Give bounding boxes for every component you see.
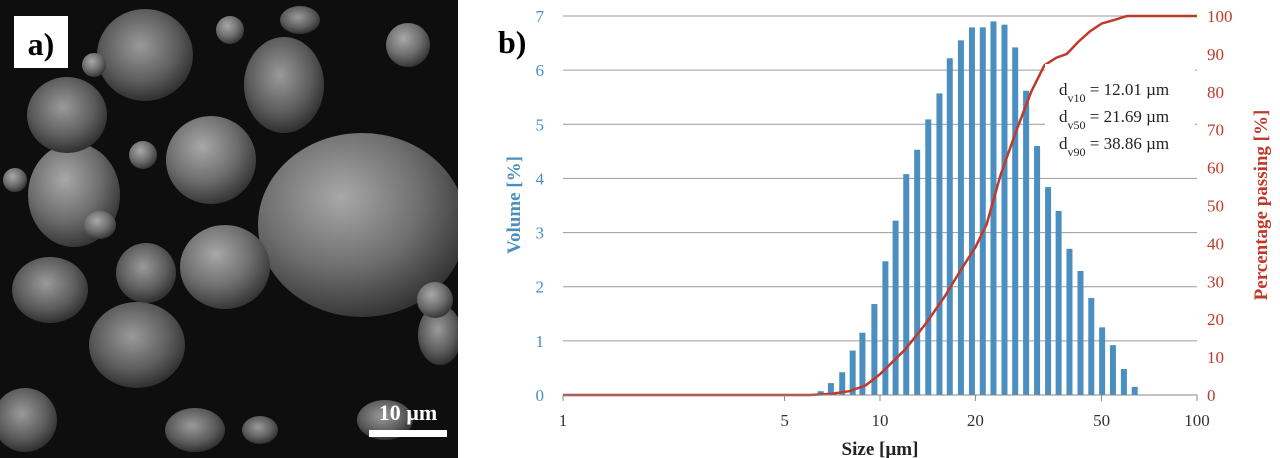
x-tick-label: 10 bbox=[872, 411, 889, 430]
volume-bar bbox=[925, 119, 932, 396]
volume-bar bbox=[871, 304, 878, 395]
y2-tick-label: 30 bbox=[1207, 272, 1224, 291]
panel-a-label: a) bbox=[28, 26, 55, 62]
y2-tick-label: 70 bbox=[1207, 121, 1224, 140]
x-ticks: 1 5 10 20 50 100 bbox=[559, 395, 1210, 430]
volume-bar bbox=[1034, 145, 1041, 395]
y2-tick-label: 0 bbox=[1207, 386, 1216, 405]
volume-bar bbox=[1001, 24, 1008, 396]
y-tick-label: 2 bbox=[536, 278, 545, 297]
y-ticks: 0 1 2 3 4 5 6 7 bbox=[536, 7, 545, 405]
x-tick-label: 50 bbox=[1093, 411, 1110, 430]
y-tick-label: 7 bbox=[536, 7, 545, 26]
volume-bar bbox=[968, 27, 975, 396]
annotation-line: dv50 = 21.69 µm bbox=[1059, 107, 1169, 132]
volume-bar bbox=[979, 27, 986, 396]
y-tick-label: 3 bbox=[536, 224, 545, 243]
volume-bar bbox=[839, 372, 846, 395]
panel-b-label: b) bbox=[498, 24, 526, 60]
annotation-box bbox=[1045, 64, 1195, 158]
volume-bar bbox=[1131, 386, 1138, 395]
volume-bar bbox=[1099, 327, 1106, 395]
volume-bar bbox=[892, 220, 899, 395]
y-axis-title: Volume [%] bbox=[504, 156, 525, 254]
passing-curve bbox=[563, 14, 1197, 397]
volume-bar bbox=[1088, 298, 1095, 395]
y2-tick-label: 50 bbox=[1207, 197, 1224, 216]
y2-tick-label: 60 bbox=[1207, 159, 1224, 178]
volume-bar bbox=[1045, 187, 1052, 395]
volume-bar bbox=[957, 40, 964, 395]
scale-bar bbox=[369, 430, 447, 437]
volume-bar bbox=[946, 58, 953, 395]
volume-bar bbox=[849, 350, 856, 395]
volume-bar bbox=[936, 93, 943, 395]
y2-tick-label: 10 bbox=[1207, 348, 1224, 367]
y-tick-label: 0 bbox=[536, 386, 545, 405]
volume-bar bbox=[817, 391, 824, 395]
volume-bar bbox=[859, 332, 866, 395]
x-tick-label: 1 bbox=[559, 411, 568, 430]
y-tick-label: 6 bbox=[536, 61, 545, 80]
volume-bar bbox=[1109, 345, 1116, 395]
volume-bars bbox=[817, 21, 1138, 396]
volume-bar bbox=[882, 261, 889, 395]
sem-micrograph: a) 10 µm bbox=[0, 0, 458, 458]
annotation-line: dv10 = 12.01 µm bbox=[1059, 80, 1169, 105]
volume-bar bbox=[1023, 90, 1030, 396]
scale-bar-label: 10 µm bbox=[379, 400, 438, 425]
x-axis-title: Size [µm] bbox=[842, 439, 919, 458]
volume-bar bbox=[903, 174, 910, 395]
y2-ticks: 0 10 20 30 40 50 60 70 80 90 100 bbox=[1207, 7, 1233, 405]
x-tick-label: 5 bbox=[780, 411, 789, 430]
volume-bar bbox=[914, 149, 921, 395]
annotation-line: dv90 = 38.86 µm bbox=[1059, 134, 1169, 159]
y2-tick-label: 20 bbox=[1207, 310, 1224, 329]
volume-bar bbox=[1012, 47, 1019, 395]
y-tick-label: 4 bbox=[536, 169, 545, 188]
x-tick-label: 100 bbox=[1184, 411, 1210, 430]
y2-axis-title: Percentage passing [%] bbox=[1251, 110, 1272, 301]
y2-tick-label: 80 bbox=[1207, 83, 1224, 102]
volume-bar bbox=[1066, 248, 1073, 395]
volume-bar bbox=[827, 383, 834, 395]
y2-tick-label: 90 bbox=[1207, 45, 1224, 64]
x-tick-label: 20 bbox=[967, 411, 984, 430]
volume-bar bbox=[1077, 271, 1084, 395]
volume-bar bbox=[1120, 369, 1127, 395]
volume-bar bbox=[1055, 210, 1062, 395]
y-tick-label: 1 bbox=[536, 332, 545, 351]
volume-bar bbox=[990, 21, 997, 396]
panel-a-label-box bbox=[14, 16, 68, 68]
y-tick-label: 5 bbox=[536, 115, 545, 134]
y2-tick-label: 40 bbox=[1207, 234, 1224, 253]
y2-tick-label: 100 bbox=[1207, 7, 1233, 26]
